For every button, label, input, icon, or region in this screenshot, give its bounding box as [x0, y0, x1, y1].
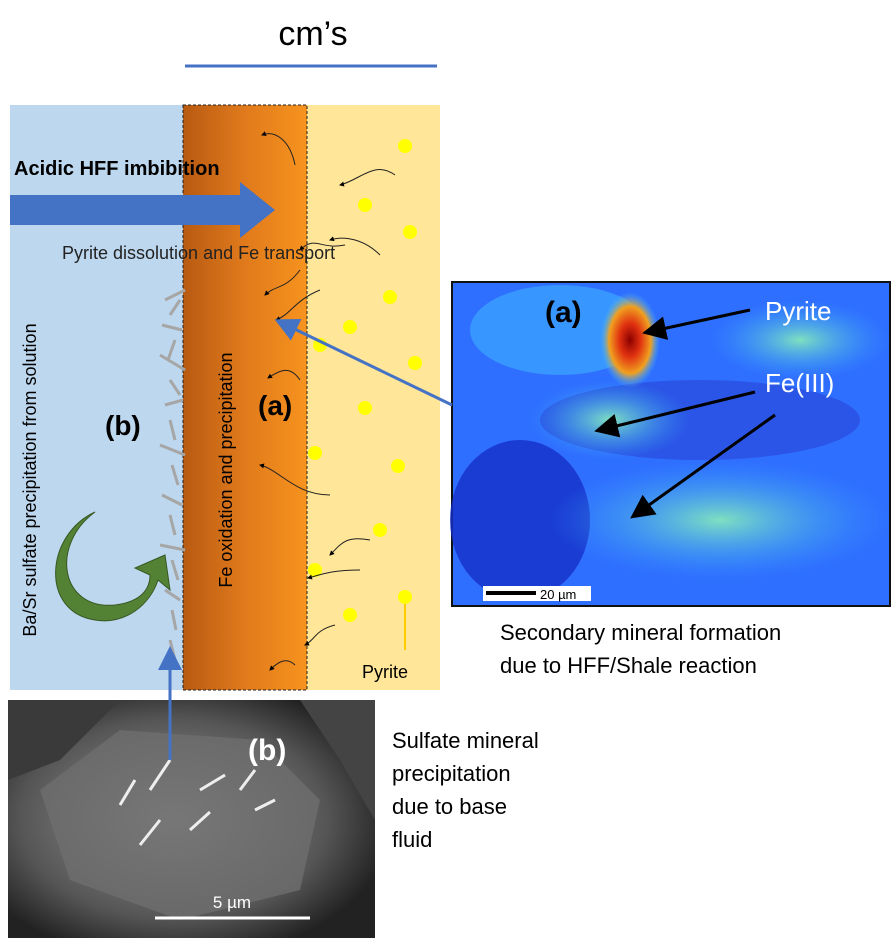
marker-a: (a) [258, 390, 292, 421]
sem-caption: fluid [392, 827, 432, 852]
map-pyrite-label: Pyrite [765, 296, 831, 326]
map-marker: (a) [545, 296, 582, 329]
sem-scale-label: 5 µm [213, 893, 251, 912]
sem-marker: (b) [248, 734, 286, 767]
figure: cm’s Acidic HFF imbibition Pyrite dissol… [0, 0, 891, 938]
map-scale-label: 20 µm [540, 587, 576, 602]
left-zone-label: Ba/Sr sulfate precipitation from solutio… [20, 323, 40, 636]
map-caption: Secondary mineral formation [500, 620, 781, 645]
map-scale-bar [486, 591, 536, 595]
middle-zone-label: Fe oxidation and precipitation [216, 352, 236, 587]
shale-zone [307, 105, 440, 690]
map-fe-label: Fe(III) [765, 368, 834, 398]
sem-caption: Sulfate mineral [392, 728, 539, 753]
map-caption: due to HFF/Shale reaction [500, 653, 757, 678]
scale-label: cm’s [278, 15, 347, 53]
transport-label: Pyrite dissolution and Fe transport [62, 243, 335, 263]
sem-caption: precipitation [392, 761, 511, 786]
marker-b: (b) [105, 410, 141, 441]
inflow-label: Acidic HFF imbibition [14, 158, 220, 180]
sem-caption: due to base [392, 794, 507, 819]
pyrite-label: Pyrite [362, 662, 408, 682]
